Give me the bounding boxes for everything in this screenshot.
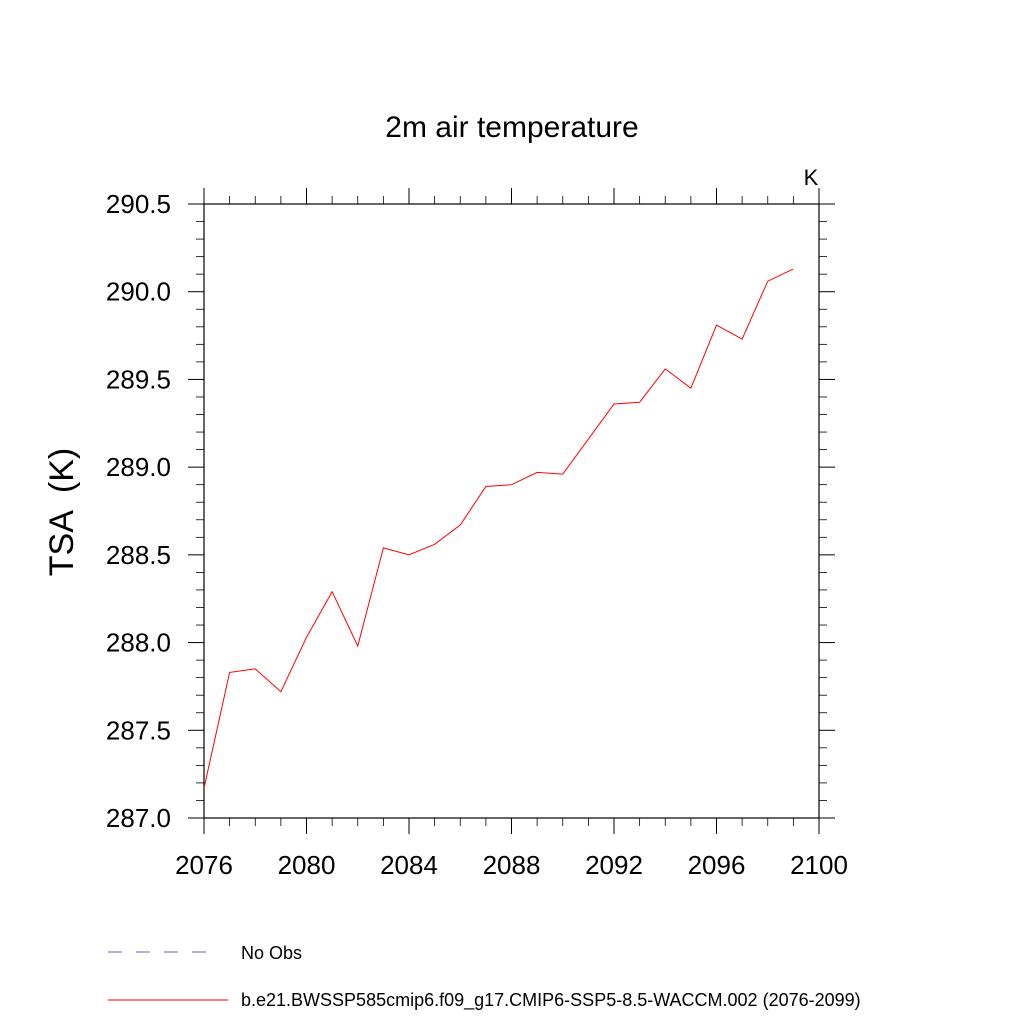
series-line-0 bbox=[203, 268, 794, 789]
axis-ticks bbox=[188, 188, 835, 834]
legend-label-no-obs: No Obs bbox=[241, 943, 302, 963]
x-tick-label: 2076 bbox=[175, 850, 233, 880]
legend-label-series: b.e21.BWSSP585cmip6.f09_g17.CMIP6-SSP5-8… bbox=[241, 990, 861, 1011]
y-axis-label: TSA (K) bbox=[43, 448, 81, 576]
x-tick-label: 2092 bbox=[585, 850, 643, 880]
x-tick-label: 2080 bbox=[278, 850, 336, 880]
plot-frame bbox=[203, 203, 820, 819]
y-tick-label: 289.0 bbox=[106, 452, 171, 482]
y-tick-label: 290.0 bbox=[106, 277, 171, 307]
y-tick-label: 288.5 bbox=[106, 540, 171, 570]
units-label: K bbox=[804, 165, 819, 190]
x-tick-label: 2096 bbox=[688, 850, 746, 880]
x-tick-label: 2084 bbox=[380, 850, 438, 880]
x-tick-label: 2100 bbox=[790, 850, 848, 880]
x-tick-label: 2088 bbox=[483, 850, 541, 880]
y-tick-label: 287.5 bbox=[106, 715, 171, 745]
axis-tick-labels: 2076 2080 2084 2088 2092 2096 2100 287.0 287.5 28… bbox=[106, 189, 848, 880]
y-tick-label: 290.5 bbox=[106, 189, 171, 219]
series-layer bbox=[203, 268, 794, 789]
legend: No Obs b.e21.BWSSP585cmip6.f09_g17.CMIP6… bbox=[108, 943, 861, 1011]
y-tick-label: 289.5 bbox=[106, 364, 171, 394]
y-tick-label: 288.0 bbox=[106, 628, 171, 658]
chart-title: 2m air temperature bbox=[385, 111, 638, 144]
y-tick-label: 287.0 bbox=[106, 803, 171, 833]
